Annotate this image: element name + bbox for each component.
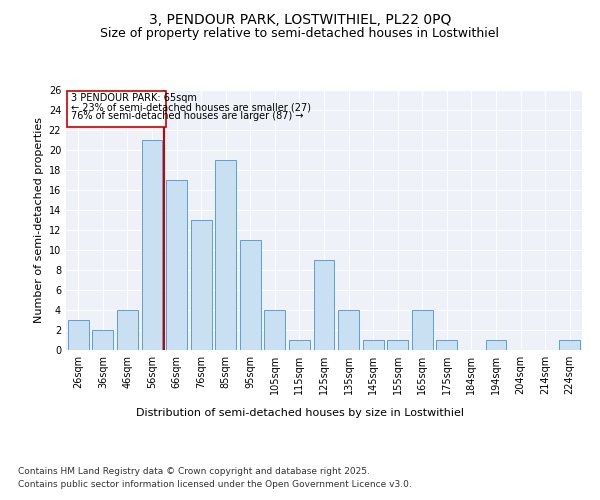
Bar <box>387 340 408 350</box>
Bar <box>68 320 89 350</box>
Text: 3, PENDOUR PARK, LOSTWITHIEL, PL22 0PQ: 3, PENDOUR PARK, LOSTWITHIEL, PL22 0PQ <box>149 12 451 26</box>
Bar <box>92 330 113 350</box>
Bar <box>412 310 433 350</box>
FancyBboxPatch shape <box>67 91 166 127</box>
Bar <box>142 140 163 350</box>
Bar <box>338 310 359 350</box>
Y-axis label: Number of semi-detached properties: Number of semi-detached properties <box>34 117 44 323</box>
Text: 3 PENDOUR PARK: 65sqm: 3 PENDOUR PARK: 65sqm <box>71 94 197 104</box>
Text: Contains public sector information licensed under the Open Government Licence v3: Contains public sector information licen… <box>18 480 412 489</box>
Text: Distribution of semi-detached houses by size in Lostwithiel: Distribution of semi-detached houses by … <box>136 408 464 418</box>
Text: Size of property relative to semi-detached houses in Lostwithiel: Size of property relative to semi-detach… <box>101 28 499 40</box>
Bar <box>265 310 286 350</box>
Text: 76% of semi-detached houses are larger (87) →: 76% of semi-detached houses are larger (… <box>71 112 304 122</box>
Text: ← 23% of semi-detached houses are smaller (27): ← 23% of semi-detached houses are smalle… <box>71 102 311 113</box>
Bar <box>240 240 261 350</box>
Bar <box>559 340 580 350</box>
Bar <box>362 340 383 350</box>
Bar <box>436 340 457 350</box>
Bar <box>314 260 334 350</box>
Bar <box>117 310 138 350</box>
Bar <box>485 340 506 350</box>
Bar <box>166 180 187 350</box>
Bar <box>191 220 212 350</box>
Bar <box>289 340 310 350</box>
Bar <box>215 160 236 350</box>
Text: Contains HM Land Registry data © Crown copyright and database right 2025.: Contains HM Land Registry data © Crown c… <box>18 468 370 476</box>
